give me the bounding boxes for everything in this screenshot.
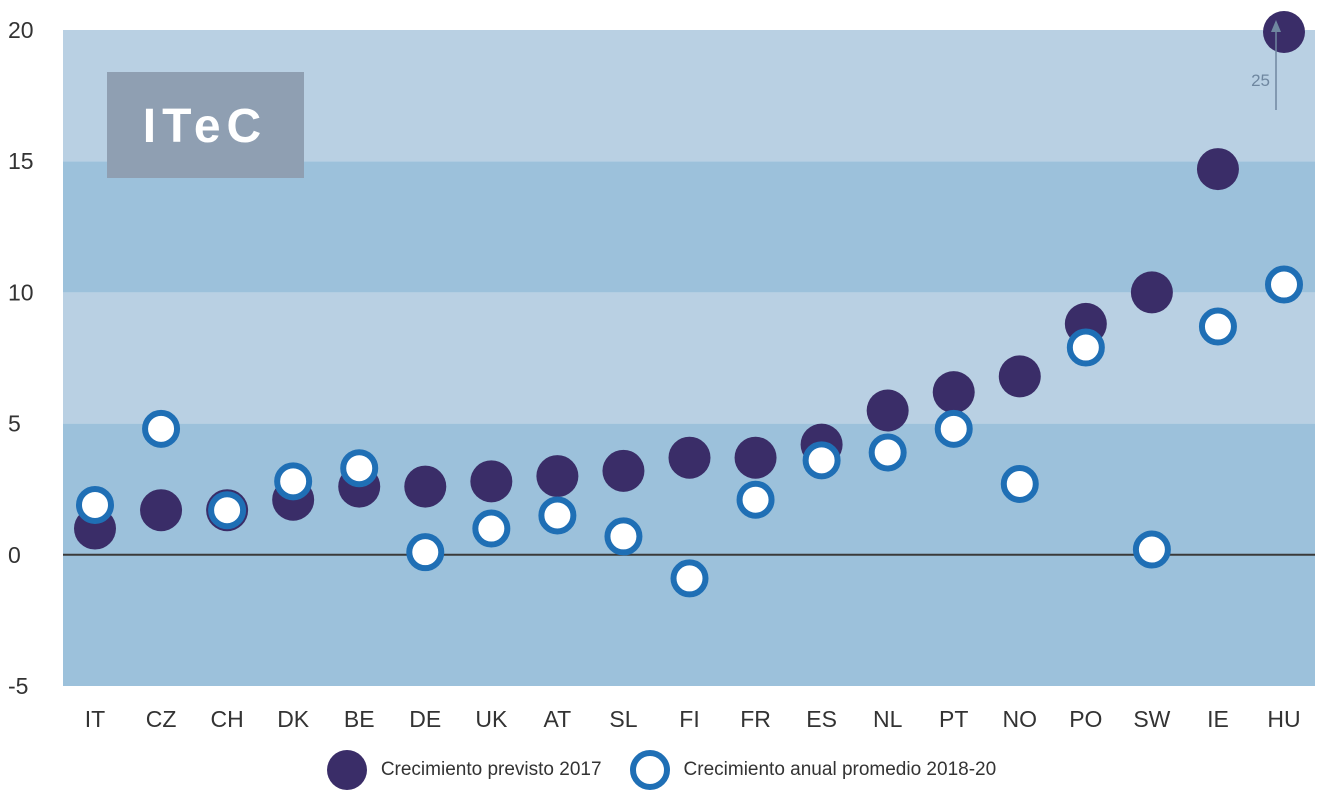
y-tick-label: -5 — [8, 673, 28, 699]
x-tick-label-de: DE — [409, 706, 441, 732]
y-tick-label: 15 — [8, 148, 34, 174]
point-filled-no — [998, 355, 1041, 398]
band-5-10 — [63, 292, 1315, 424]
x-tick-label-sw: SW — [1133, 706, 1170, 732]
point-filled-sw — [1130, 271, 1173, 314]
point-open-sl — [604, 517, 643, 556]
x-tick-label-be: BE — [344, 706, 375, 732]
point-open-po — [1066, 328, 1105, 367]
point-filled-ie — [1196, 148, 1239, 191]
x-tick-label-po: PO — [1069, 706, 1102, 732]
point-open-uk — [472, 509, 511, 548]
x-tick-label-dk: DK — [277, 706, 310, 732]
itec-watermark: ITeC — [107, 72, 304, 178]
y-tick-label: 5 — [8, 411, 21, 437]
point-filled-at — [536, 455, 579, 498]
legend: Crecimiento previsto 2017 Crecimiento an… — [0, 748, 1323, 792]
x-tick-label-nl: NL — [873, 706, 903, 732]
series-crecimiento-anual-promedio — [76, 265, 1303, 598]
x-tick-label-sl: SL — [609, 706, 637, 732]
legend-swatch-filled — [326, 750, 367, 790]
annotation-arrow-head — [1271, 20, 1281, 32]
x-tick-label-fi: FI — [679, 706, 699, 732]
point-open-pt — [934, 409, 973, 448]
point-filled-nl — [866, 389, 909, 432]
legend-label-filled: Crecimiento previsto 2017 — [380, 759, 602, 780]
x-tick-label-hu: HU — [1267, 706, 1300, 732]
annotation-label: 25 — [1251, 71, 1270, 90]
watermark-text: ITeC — [143, 100, 267, 153]
point-filled-uk — [470, 460, 513, 503]
point-filled-fr — [734, 436, 777, 479]
point-open-hu — [1265, 265, 1303, 304]
x-tick-label-uk: UK — [475, 706, 508, 732]
x-tick-label-fr: FR — [740, 706, 771, 732]
x-tick-label-it: IT — [85, 706, 105, 732]
point-open-es — [802, 441, 841, 480]
x-tick-label-es: ES — [806, 706, 837, 732]
y-tick-label: 20 — [8, 17, 34, 43]
band-10-15 — [63, 161, 1315, 293]
point-filled-de — [404, 465, 447, 508]
y-tick-label: 0 — [8, 542, 21, 568]
point-filled-fi — [668, 436, 711, 479]
point-filled-pt — [932, 371, 975, 414]
x-tick-label-ie: IE — [1207, 706, 1229, 732]
point-filled-cz — [140, 489, 183, 532]
point-open-cz — [142, 409, 181, 448]
point-filled-sl — [602, 449, 645, 492]
x-tick-label-no: NO — [1003, 706, 1038, 732]
legend-item-open: Crecimiento anual promedio 2018-20 — [629, 750, 997, 790]
x-tick-label-at: AT — [544, 706, 572, 732]
point-open-de — [406, 533, 445, 572]
x-axis-ticks: IT CZ CH DK BE DE UK AT SL FI FR ES NL PT NO PO SW IE HU — [85, 706, 1301, 732]
point-open-fi — [670, 559, 709, 598]
point-open-be — [340, 449, 379, 488]
x-tick-label-ch: CH — [210, 706, 243, 732]
legend-label-open: Crecimiento anual promedio 2018-20 — [683, 759, 997, 780]
point-open-fr — [736, 480, 775, 519]
chart: ITeC -5 0 5 10 15 20 IT CZ CH DK BE DE UK AT SL FI FR ES… — [8, 11, 1315, 732]
legend-swatch-open — [629, 750, 670, 790]
point-open-it — [76, 485, 114, 524]
point-open-nl — [868, 433, 907, 472]
point-open-at — [538, 496, 577, 535]
legend-item-filled: Crecimiento previsto 2017 — [326, 750, 602, 790]
point-open-no — [1000, 464, 1039, 503]
y-tick-label: 10 — [8, 279, 34, 305]
x-tick-label-pt: PT — [939, 706, 968, 732]
point-open-sw — [1132, 530, 1171, 569]
point-open-ch — [208, 491, 247, 530]
x-tick-label-cz: CZ — [146, 706, 177, 732]
y-axis-ticks: -5 0 5 10 15 20 — [8, 17, 34, 699]
point-open-ie — [1198, 307, 1237, 346]
point-filled-hu — [1263, 11, 1305, 53]
overflow-annotation: 25 — [1251, 20, 1281, 110]
point-open-dk — [274, 462, 313, 501]
